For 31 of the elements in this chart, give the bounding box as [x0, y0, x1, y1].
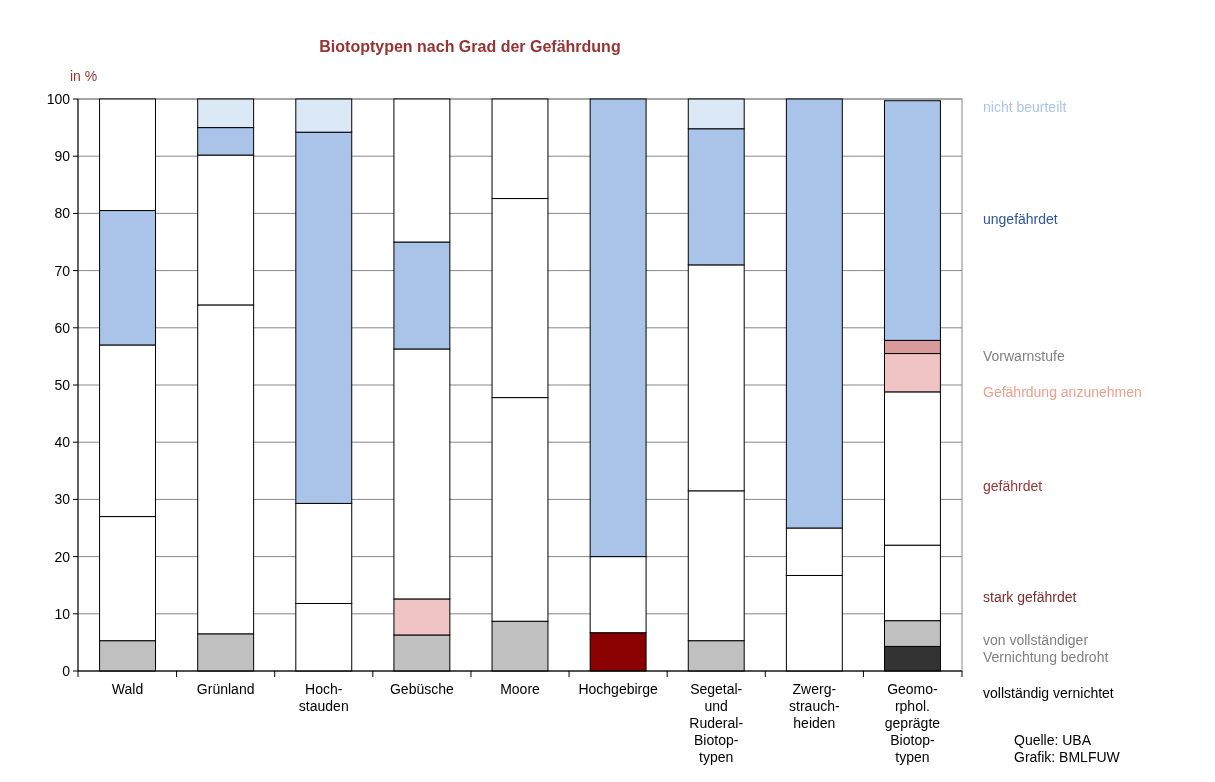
y-axis-title: in %: [70, 68, 98, 84]
y-tick-label: 10: [54, 605, 71, 622]
text: ungefährdet: [983, 210, 1058, 227]
y-tick-label: 80: [54, 205, 71, 222]
x-tick-label: Moore: [500, 681, 541, 697]
y-tick-label: 20: [54, 548, 71, 565]
text: Vorwarnstufe: [983, 347, 1065, 364]
x-tick-label: Grünland: [196, 681, 255, 697]
source-note: Quelle: UBA Grafik: BMLFUW: [1014, 731, 1121, 765]
y-tick-label: 60: [54, 319, 71, 336]
x-tick-label: Geomo- rphol. geprägte Biotop- typen: [884, 681, 941, 765]
x-tick-label: Gebüsche: [389, 681, 455, 697]
y-tick-label: 50: [54, 376, 71, 393]
x-tick-label: Wald: [111, 681, 144, 697]
text: nicht beurteilt: [983, 98, 1067, 115]
text: vollständig vernichtet: [983, 684, 1114, 701]
text: gefährdet: [983, 477, 1043, 494]
y-tick-label: 40: [54, 434, 71, 451]
text: von vollständiger Vernichtung bedroht: [983, 631, 1109, 665]
y-tick-label: 100: [46, 90, 71, 107]
y-tick-label: 0: [62, 662, 71, 679]
y-tick-label: 70: [54, 262, 71, 279]
y-tick-label: 30: [54, 491, 71, 508]
x-tick-label: Segetal- und Ruderal- Biotop- typen: [689, 681, 744, 765]
chart-title: Biotoptypen nach Grad der Gefährdung: [319, 38, 621, 55]
text: Gefährdung anzunehmen: [983, 383, 1142, 400]
x-tick-label: Zwerg- strauch- heiden: [789, 681, 840, 731]
text: stark gefährdet: [983, 588, 1077, 605]
x-tick-label: Hoch- stauden: [298, 681, 349, 714]
x-tick-label: Hochgebirge: [578, 681, 659, 697]
y-tick-label: 90: [54, 148, 71, 165]
